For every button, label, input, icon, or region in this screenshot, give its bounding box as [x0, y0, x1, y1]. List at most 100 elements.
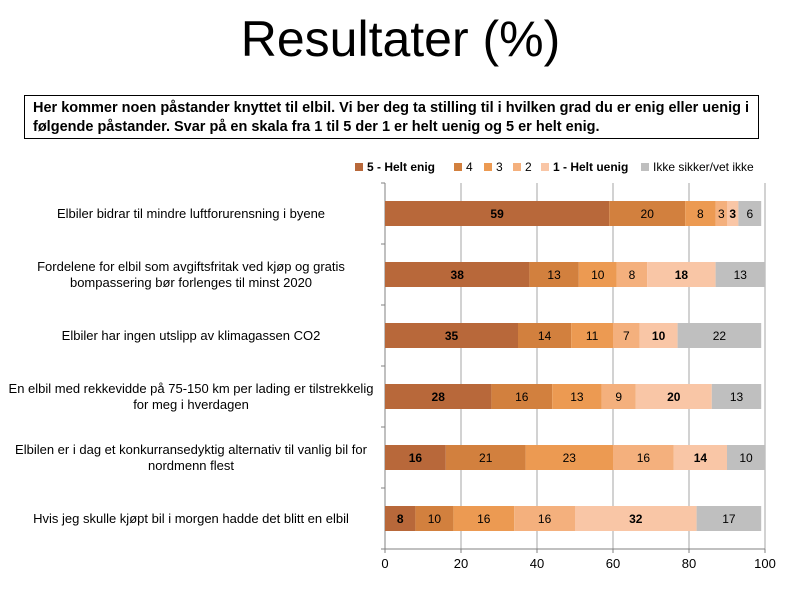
bar-segment	[491, 384, 553, 409]
data-label: 10	[652, 329, 666, 343]
bar-segment	[715, 262, 765, 287]
legend-item: 4	[454, 160, 473, 174]
data-label: 16	[409, 451, 423, 465]
bar-segment	[415, 506, 454, 531]
bar-segment	[601, 384, 636, 409]
bar-segment	[635, 384, 712, 409]
category-label: Fordelene for elbil som avgiftsfritak ve…	[37, 258, 345, 290]
legend-item: 2	[513, 160, 532, 174]
bar-segment	[711, 384, 762, 409]
x-tick-label: 0	[381, 556, 388, 571]
bar-segment	[613, 323, 640, 348]
category-label: En elbil med rekkevidde på 75-150 km per…	[8, 380, 374, 412]
bar-segment	[578, 262, 617, 287]
legend-item: 1 - Helt uenig	[541, 160, 628, 174]
data-label: 13	[570, 390, 584, 404]
legend-item: Ikke sikker/vet ikke	[641, 160, 754, 174]
data-label: 13	[734, 268, 748, 282]
data-label: 16	[477, 512, 491, 526]
legend-swatch	[541, 163, 549, 171]
legend-item: 3	[484, 160, 503, 174]
bar-segment	[571, 323, 613, 348]
data-label: 21	[479, 451, 493, 465]
data-label: 3	[729, 207, 736, 221]
bar-segment	[677, 323, 762, 348]
bar-segment	[639, 323, 678, 348]
bar-segment	[525, 445, 613, 470]
bar-segment	[385, 506, 416, 531]
data-label: 16	[637, 451, 651, 465]
legend-label: 1 - Helt uenig	[553, 160, 629, 174]
bar-segment	[613, 445, 674, 470]
bar-segment	[552, 384, 602, 409]
question-text: Her kommer noen påstander knyttet til el…	[24, 95, 759, 139]
data-label: 18	[675, 268, 689, 282]
legend-label: 4	[466, 160, 473, 174]
bar-segment	[385, 445, 446, 470]
bar-segment	[715, 201, 727, 226]
bar-segment	[385, 323, 518, 348]
data-label: 10	[591, 268, 605, 282]
data-label: 9	[615, 390, 622, 404]
data-label: 16	[538, 512, 552, 526]
data-label: 8	[697, 207, 704, 221]
x-tick-label: 40	[530, 556, 544, 571]
data-label: 10	[428, 512, 442, 526]
legend-swatch	[484, 163, 492, 171]
legend-swatch	[454, 163, 462, 171]
data-label: 20	[667, 390, 681, 404]
bar-segment	[514, 506, 575, 531]
bar-segment	[385, 201, 610, 226]
legend-label: Ikke sikker/vet ikke	[653, 160, 754, 174]
bar-segment	[738, 201, 762, 226]
bar-segment	[616, 262, 648, 287]
data-label: 28	[432, 390, 446, 404]
legend-label: 2	[525, 160, 532, 174]
data-label: 22	[713, 329, 727, 343]
bar-segment	[609, 201, 686, 226]
bar-segment	[673, 445, 727, 470]
bar-segment	[647, 262, 716, 287]
page-title: Resultater (%)	[240, 11, 561, 67]
data-label: 6	[746, 207, 753, 221]
data-label: 17	[722, 512, 736, 526]
bar-segment	[385, 262, 530, 287]
x-tick-label: 80	[682, 556, 696, 571]
data-label: 20	[641, 207, 655, 221]
bar-segment	[696, 506, 762, 531]
data-label: 32	[629, 512, 643, 526]
data-label: 3	[718, 207, 725, 221]
x-tick-label: 60	[606, 556, 620, 571]
data-label: 35	[445, 329, 459, 343]
category-label: Elbiler bidrar til mindre luftforurensni…	[56, 205, 326, 221]
data-label: 14	[538, 329, 552, 343]
data-label: 23	[563, 451, 577, 465]
bar-segment	[385, 384, 492, 409]
category-label: Elbiler har ingen utslipp av klimagassen…	[61, 327, 321, 343]
legend-item: 5 - Helt enig	[355, 160, 435, 174]
legend-label: 5 - Helt enig	[367, 160, 436, 174]
bar-segment	[518, 323, 572, 348]
legend-label: 3	[496, 160, 503, 174]
data-label: 13	[547, 268, 561, 282]
data-label: 14	[694, 451, 708, 465]
legend-swatch	[641, 163, 649, 171]
bar-segment	[529, 262, 579, 287]
data-label: 10	[739, 451, 753, 465]
bar-segment	[685, 201, 716, 226]
x-tick-label: 100	[754, 556, 776, 571]
data-label: 16	[515, 390, 529, 404]
x-tick-label: 20	[454, 556, 468, 571]
data-label: 59	[490, 207, 504, 221]
legend-swatch	[355, 163, 363, 171]
data-label: 7	[623, 329, 630, 343]
bar-segment	[445, 445, 526, 470]
data-label: 11	[586, 329, 599, 343]
data-label: 13	[730, 390, 744, 404]
legend-swatch	[513, 163, 521, 171]
data-label: 38	[451, 268, 465, 282]
category-label: Elbilen er i dag et konkurransedyktig al…	[15, 441, 367, 473]
chart-legend: 5 - Helt enig 4 3 2 1 - Helt uenig Ikke sikke…	[0, 0, 801, 174]
bar-segment	[453, 506, 515, 531]
